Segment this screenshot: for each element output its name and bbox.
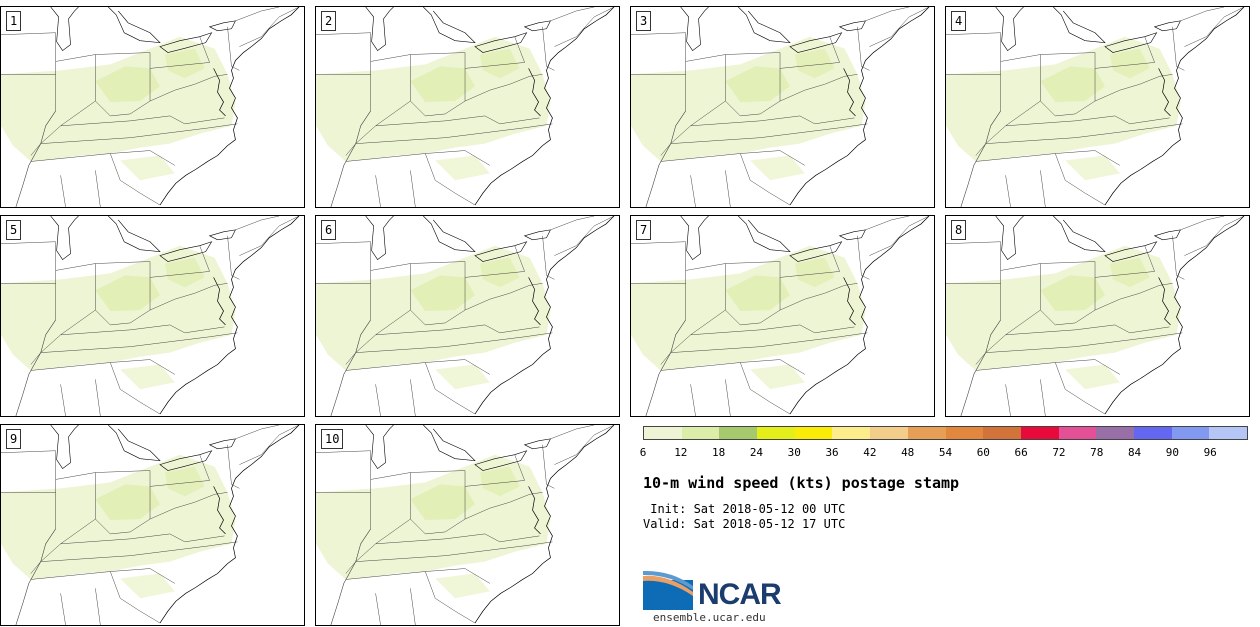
colorbar-tick-label: 72: [1052, 446, 1066, 459]
map: [631, 7, 930, 207]
member-panel-10: 10: [315, 424, 620, 626]
member-label: 9: [6, 429, 22, 449]
colorbar-ticks: 6 12 18 24 30 36 42 48 54 60 66 72 78 84 90 96: [639, 446, 1248, 460]
valid-time: Valid: Sat 2018-05-12 17 UTC: [643, 517, 846, 531]
member-panel-3: 3: [630, 6, 935, 208]
colorbar-swatch: [719, 427, 758, 439]
map: [316, 7, 615, 207]
map: [946, 7, 1245, 207]
colorbar-tick-label: 12: [674, 446, 688, 459]
map: [316, 216, 615, 416]
map: [1, 425, 300, 625]
map: [1, 216, 300, 416]
init-time: Init: Sat 2018-05-12 00 UTC: [643, 502, 846, 516]
colorbar-tick-label: 18: [712, 446, 726, 459]
member-label: 4: [951, 11, 967, 31]
colorbar-tick-label: 66: [1014, 446, 1028, 459]
colorbar-swatch: [1171, 427, 1210, 439]
colorbar-swatch: [832, 427, 871, 439]
member-panel-2: 2: [315, 6, 620, 208]
colorbar-swatch: [1209, 427, 1247, 439]
map: [316, 425, 615, 625]
ncar-logo-icon: [643, 570, 693, 610]
wind-speed-colorbar: [643, 426, 1248, 440]
colorbar-tick-label: 6: [639, 446, 647, 459]
colorbar-tick-label: 48: [901, 446, 915, 459]
colorbar-tick-label: 96: [1203, 446, 1217, 459]
colorbar-tick-label: 42: [863, 446, 877, 459]
member-label: 6: [321, 220, 337, 240]
member-label: 5: [6, 220, 22, 240]
colorbar-tick-label: 30: [787, 446, 801, 459]
colorbar-tick-label: 54: [938, 446, 953, 459]
colorbar-tick-label: 90: [1165, 446, 1179, 459]
member-label: 2: [321, 11, 337, 31]
map: [946, 216, 1245, 416]
colorbar-swatch: [681, 427, 720, 439]
colorbar-swatch: [1058, 427, 1097, 439]
ncar-logo-text: NCAR: [698, 578, 782, 611]
colorbar-tick-label: 84: [1127, 446, 1142, 459]
member-label: 10: [321, 429, 344, 449]
colorbar-swatch: [1020, 427, 1059, 439]
member-panel-1: 1: [0, 6, 305, 208]
member-panel-7: 7: [630, 215, 935, 417]
colorbar-swatch: [907, 427, 946, 439]
colorbar-tick-label: 60: [976, 446, 990, 459]
colorbar-swatch: [757, 427, 795, 439]
member-panel-4: 4: [945, 6, 1250, 208]
member-panel-6: 6: [315, 215, 620, 417]
colorbar-swatch: [983, 427, 1021, 439]
member-label: 7: [636, 220, 652, 240]
colorbar-tick-label: 36: [825, 446, 839, 459]
map: [1, 7, 300, 207]
colorbar-swatch: [1133, 427, 1172, 439]
colorbar-swatch: [870, 427, 908, 439]
member-panel-5: 5: [0, 215, 305, 417]
member-label: 1: [6, 11, 22, 31]
site-url: ensemble.ucar.edu: [653, 611, 766, 624]
colorbar-swatch: [1096, 427, 1134, 439]
colorbar-tick-label: 78: [1090, 446, 1104, 459]
member-panel-9: 9: [0, 424, 305, 626]
colorbar-tick-label: 24: [749, 446, 764, 459]
member-label: 3: [636, 11, 652, 31]
member-label: 8: [951, 220, 967, 240]
colorbar-swatch: [945, 427, 984, 439]
member-panel-8: 8: [945, 215, 1250, 417]
map: [631, 216, 930, 416]
legend-title: 10-m wind speed (kts) postage stamp: [643, 474, 960, 492]
colorbar-swatch: [794, 427, 833, 439]
colorbar-swatch: [644, 427, 682, 439]
